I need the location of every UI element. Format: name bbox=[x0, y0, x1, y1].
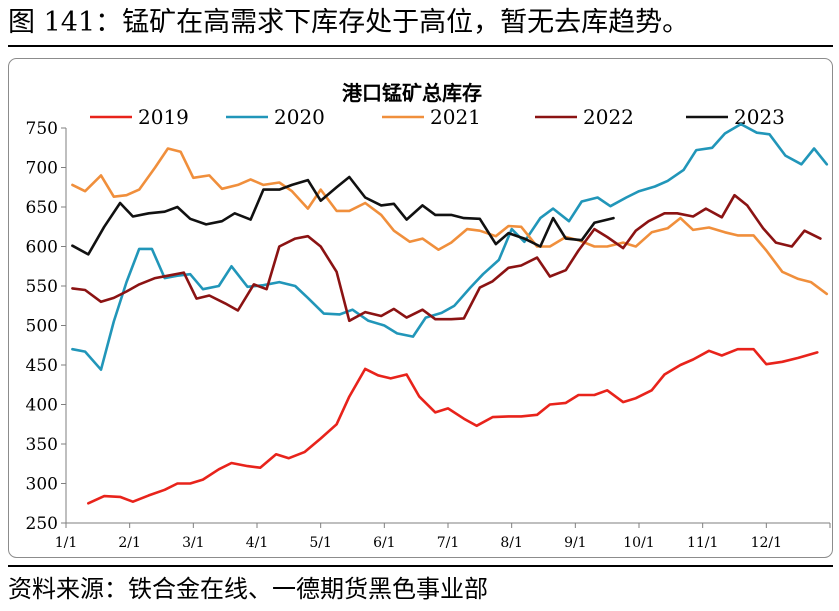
y-tick-label: 450 bbox=[26, 356, 58, 376]
x-tick-label: 3/1 bbox=[182, 535, 205, 551]
series-line-2021 bbox=[71, 147, 829, 296]
y-tick-label: 750 bbox=[26, 119, 58, 139]
y-tick-label: 250 bbox=[26, 514, 58, 534]
y-tick-label: 550 bbox=[26, 277, 58, 297]
series-line-2023 bbox=[71, 175, 615, 256]
chart-frame bbox=[8, 58, 833, 558]
source-rule bbox=[8, 565, 833, 567]
x-tick-label: 2/1 bbox=[118, 535, 141, 551]
x-tick-label: 9/1 bbox=[564, 535, 587, 551]
series-line-2019 bbox=[87, 347, 819, 505]
chart-svg: 港口锰矿总库存 2019 2020 2021 2022 2023 25030035040… bbox=[8, 58, 833, 558]
legend-label-2022: 2022 bbox=[583, 105, 634, 129]
x-tick-label: 6/1 bbox=[373, 535, 396, 551]
y-tick-label: 500 bbox=[26, 317, 58, 337]
y-tick-label: 650 bbox=[26, 198, 58, 218]
chart-title: 港口锰矿总库存 bbox=[342, 81, 482, 105]
x-tick-label: 1/1 bbox=[55, 535, 78, 551]
source-note: 资料来源：铁合金在线、一德期货黑色事业部 bbox=[8, 575, 488, 603]
figure-title: 图 141：锰矿在高需求下库存处于高位，暂无去库趋势。 bbox=[8, 7, 690, 38]
legend-label-2020: 2020 bbox=[274, 105, 325, 129]
series-line-2022 bbox=[71, 193, 822, 323]
legend-label-2019: 2019 bbox=[138, 105, 189, 129]
x-tick-label: 8/1 bbox=[500, 535, 523, 551]
x-tick-label: 12/1 bbox=[751, 535, 782, 551]
series-line-2020 bbox=[71, 122, 829, 371]
y-tick-label: 350 bbox=[26, 435, 58, 455]
x-tick-label: 10/1 bbox=[623, 535, 654, 551]
y-tick-label: 300 bbox=[26, 475, 58, 495]
y-tick-label: 400 bbox=[26, 396, 58, 416]
x-tick-label: 7/1 bbox=[437, 535, 460, 551]
chart-legend: 2019 2020 2021 2022 2023 bbox=[90, 105, 785, 129]
x-tick-label: 11/1 bbox=[687, 535, 718, 551]
chart-container: 港口锰矿总库存 2019 2020 2021 2022 2023 250 300 350 40… bbox=[8, 58, 833, 558]
x-tick-label: 4/1 bbox=[246, 535, 269, 551]
x-tick-label: 5/1 bbox=[309, 535, 332, 551]
chart-axes: 250 300 350 400 450 500 550 600 650 700 750 1/1 2/1 3… bbox=[26, 119, 831, 551]
y-tick-label: 600 bbox=[26, 238, 58, 258]
y-tick-label: 700 bbox=[26, 159, 58, 179]
chart-series bbox=[71, 122, 829, 505]
legend-label-2021: 2021 bbox=[430, 105, 481, 129]
title-rule bbox=[8, 45, 833, 47]
